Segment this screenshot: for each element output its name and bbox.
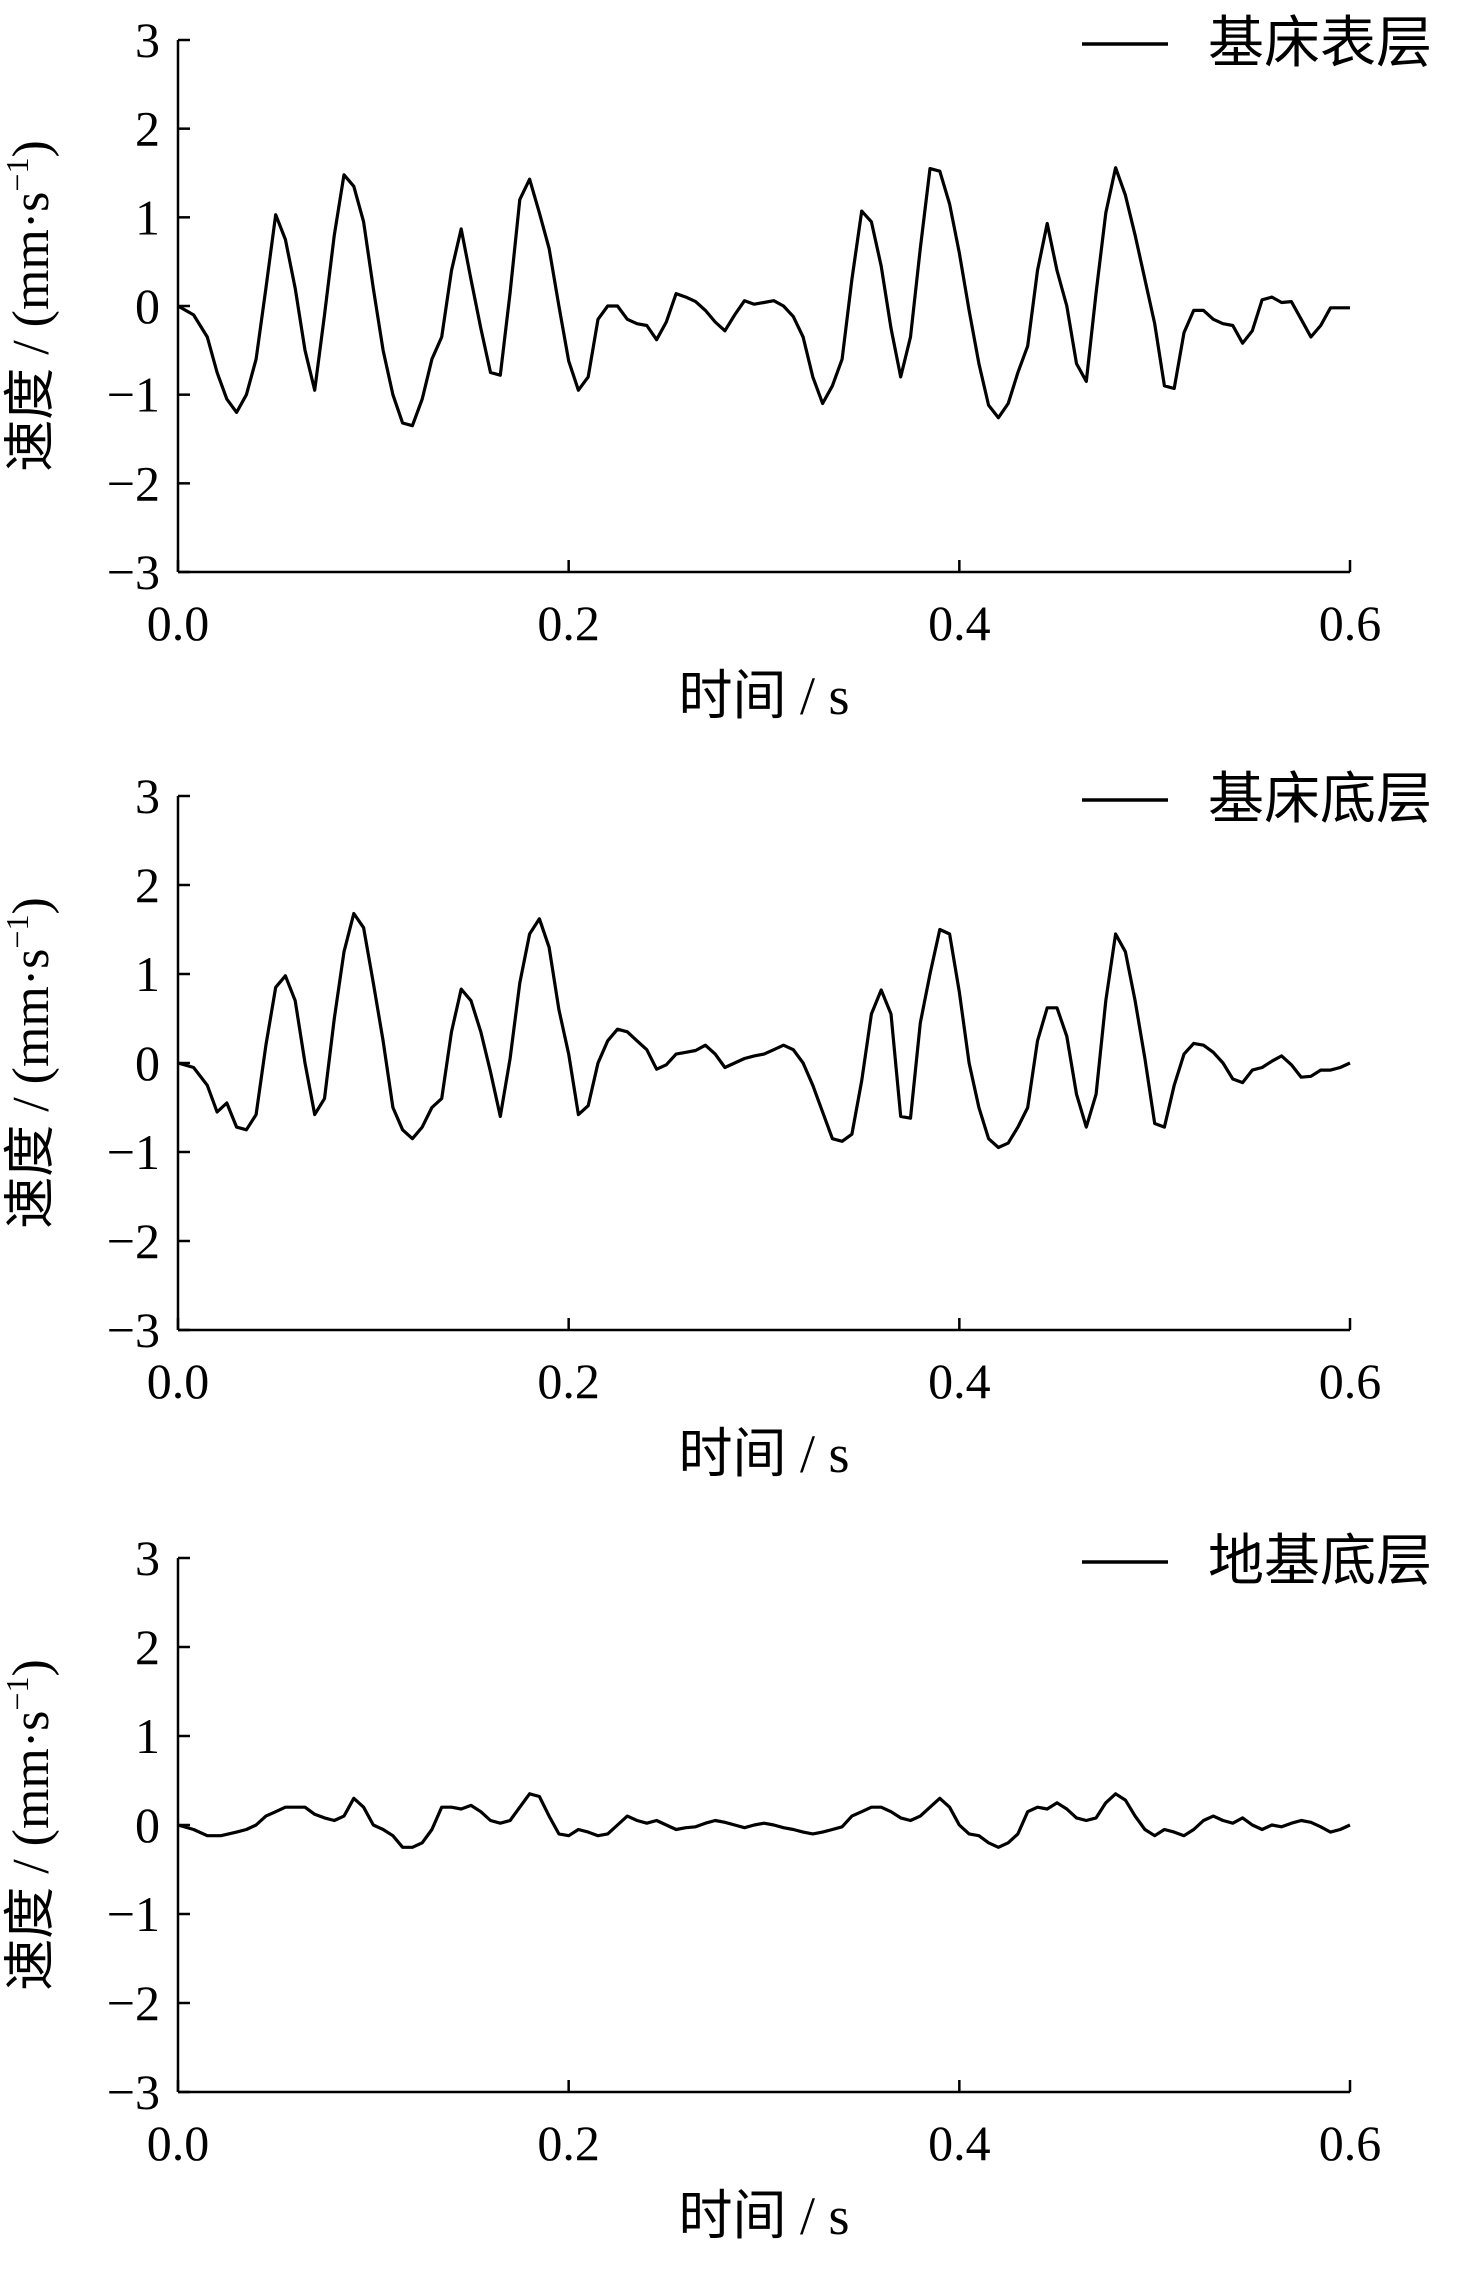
legend-label: 基床底层 xyxy=(1208,769,1432,831)
y-axis-title: 速度 / (mm·s−1) xyxy=(0,140,60,472)
y-tick-label: −3 xyxy=(107,2064,160,2120)
y-tick-label: −3 xyxy=(107,1302,160,1358)
x-tick-label: 0.0 xyxy=(147,595,210,651)
x-tick-label: 0.0 xyxy=(147,1353,210,1409)
chart-panel-1: 3 2 1 0 −1 −2 −30.0 0.2 0.4 0.6 时间 / s 速度 / (mm·s−1… xyxy=(0,12,1432,726)
chart-panel-3: 3 2 1 0 −1 −2 −30.0 0.2 0.4 0.6 时间 / s 速度 / (mm·s−1… xyxy=(0,1530,1432,2246)
y-tick-label: 1 xyxy=(135,189,160,245)
x-tick-label: 0.6 xyxy=(1319,1353,1382,1409)
y-tick-label: 3 xyxy=(135,768,160,824)
y-tick-label: 1 xyxy=(135,1708,160,1764)
legend-label: 基床表层 xyxy=(1208,13,1432,75)
series-line xyxy=(177,911,1351,1150)
x-tick-label: 0.4 xyxy=(928,1353,991,1409)
y-tick-label: −2 xyxy=(107,1213,160,1269)
y-tick-label: 2 xyxy=(135,857,160,913)
y-tick-label: −1 xyxy=(107,1124,160,1180)
x-tick-label: 0.2 xyxy=(537,2115,600,2171)
x-tick-label: 0.6 xyxy=(1319,595,1382,651)
x-axis-title: 时间 / s xyxy=(678,1424,849,1484)
series-line xyxy=(177,1792,1351,1849)
y-tick-label: −2 xyxy=(107,1975,160,2031)
y-axis-title: 速度 / (mm·s−1) xyxy=(0,897,60,1229)
chart-panel-2: 3 2 1 0 −1 −2 −30.0 0.2 0.4 0.6 时间 / s 速度 / (mm·s−1… xyxy=(0,768,1432,1484)
x-tick-label: 0.6 xyxy=(1319,2115,1382,2171)
x-tick-label: 0.2 xyxy=(537,595,600,651)
x-tick-label: 0.0 xyxy=(147,2115,210,2171)
legend-label: 地基底层 xyxy=(1208,1531,1432,1593)
y-tick-label: 1 xyxy=(135,946,160,1002)
x-tick-label: 0.4 xyxy=(928,2115,991,2171)
y-tick-label: 0 xyxy=(135,278,160,334)
y-tick-label: 0 xyxy=(135,1035,160,1091)
y-tick-label: 3 xyxy=(135,12,160,68)
y-tick-label: −2 xyxy=(107,455,160,511)
series-line xyxy=(177,166,1350,428)
y-axis-title: 速度 / (mm·s−1) xyxy=(0,1659,60,1991)
x-tick-label: 0.2 xyxy=(537,1353,600,1409)
x-axis-title: 时间 / s xyxy=(678,666,849,726)
y-tick-label: 0 xyxy=(135,1797,160,1853)
x-axis-title: 时间 / s xyxy=(678,2186,849,2246)
y-tick-label: 2 xyxy=(135,1619,160,1675)
y-tick-label: 2 xyxy=(135,101,160,157)
y-tick-label: −1 xyxy=(107,1886,160,1942)
y-tick-label: −3 xyxy=(107,544,160,600)
y-tick-label: −1 xyxy=(107,367,160,423)
y-tick-label: 3 xyxy=(135,1530,160,1586)
x-tick-label: 0.4 xyxy=(928,595,991,651)
